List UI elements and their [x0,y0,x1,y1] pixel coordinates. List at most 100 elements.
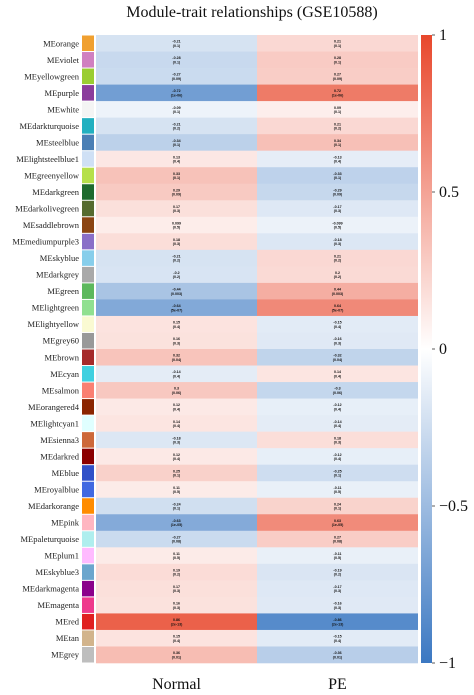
row-label: MEblue [52,468,80,478]
heatmap-cell-pe [257,382,418,399]
heatmap-cell-pe [257,233,418,251]
heatmap-row: MEsaddlebrown 0.099(0.5)-0.099(0.5) [23,216,418,234]
cell-pvalue-label: (0.08) [333,540,343,544]
row-label: MEdarkolivegreen [15,204,79,214]
cell-pvalue-label: (0.1) [334,176,342,180]
heatmap-cell-normal [96,481,257,499]
heatmap-cell-normal [96,315,257,333]
heatmap-cell-normal [96,167,257,185]
cell-correlation-label: 0.21 [334,122,341,126]
module-color-swatch [82,415,94,432]
heatmap-cell-pe [257,431,418,449]
heatmap-cell-normal [96,282,257,300]
cell-pvalue-label: (0.4) [173,424,181,428]
cell-correlation-label: 0.27 [334,73,341,77]
heatmap-row: MEwhite -0.09(0.1)0.09(0.1) [47,101,418,118]
heatmap-cell-pe [257,365,418,383]
cell-pvalue-label: (0.2) [334,126,342,130]
cell-pvalue-label: (0.5) [334,226,342,230]
cell-pvalue-label: (0.4) [334,325,342,329]
heatmap-row: MEgrey60 0.16(0.3)-0.16(0.3) [43,332,418,350]
row-label: MEgrey60 [43,336,79,346]
cell-correlation-label: -0.21 [172,40,180,44]
cell-pvalue-label: (0.3) [334,589,342,593]
heatmap-row: MEmagenta 0.16(0.3)-0.16(0.3) [37,596,418,614]
cell-pvalue-label: (2e-13) [332,622,344,626]
row-label: MEgrey [51,650,80,660]
heatmap-row: MElightsteelblue1 0.13(0.4)-0.13(0.4) [16,150,418,168]
cell-pvalue-label: (0.1) [173,110,181,114]
row-label: MEdarkgreen [32,187,79,197]
cell-correlation-label: -0.21 [172,255,180,259]
module-color-swatch [82,382,94,399]
cell-correlation-label: 0.12 [173,403,180,407]
cell-correlation-label: -0.18 [333,238,341,242]
cell-pvalue-label: (0.2) [173,259,181,263]
cell-pvalue-label: (0.4) [173,325,181,329]
module-color-swatch [82,283,94,299]
cell-correlation-label: 0.27 [334,535,341,539]
row-label: MEmediumpurple3 [12,237,79,247]
module-color-swatch [82,498,94,514]
row-label: MEviolet [47,55,80,65]
cell-correlation-label: -0.12 [333,403,341,407]
row-label: MElightyellow [28,319,80,329]
cell-correlation-label: -0.16 [333,337,341,341]
cell-correlation-label: -0.19 [333,569,341,573]
heatmap-cell-normal [96,629,257,647]
cell-correlation-label: 0.44 [334,288,341,292]
heatmap-cell-pe [257,134,418,151]
heatmap-cell-pe [257,150,418,168]
heatmap-cell-pe [257,332,418,350]
cell-correlation-label: -0.099 [332,221,342,225]
row-label: MEsienna3 [40,435,79,445]
heatmap-cell-normal [96,117,257,135]
cell-pvalue-label: (0.1) [173,176,181,180]
cell-correlation-label: 0.11 [173,486,180,490]
cell-correlation-label: 0.25 [173,469,180,473]
cell-pvalue-label: (0.3) [334,209,342,213]
row-label: MEdarkmagenta [22,584,79,594]
cell-correlation-label: 0.32 [173,354,180,358]
heatmap-cell-pe [257,481,418,499]
cell-correlation-label: 0.09 [334,106,341,110]
cell-pvalue-label: (0.01) [333,655,343,659]
cell-pvalue-label: (0.3) [173,341,181,345]
heatmap-cell-pe [257,613,418,631]
heatmap-cell-pe [257,315,418,333]
heatmap-cell-pe [257,101,418,118]
cell-correlation-label: 0.15 [173,635,180,639]
heatmap-cell-normal [96,563,257,581]
heatmap-cell-normal [96,464,257,482]
cell-correlation-label: 0.21 [334,255,341,259]
cell-correlation-label: 0.15 [173,321,180,325]
cell-pvalue-label: (0.3) [334,242,342,246]
heatmap-cell-pe [257,282,418,300]
heatmap-row: MEdarkmagenta 0.17(0.3)-0.17(0.3) [22,580,418,598]
heatmap-cell-pe [257,514,418,532]
heatmap-row: MEorangered4 0.12(0.4)-0.12(0.4) [28,398,418,416]
row-label: MEgreen [47,286,79,296]
module-color-swatch [82,531,94,547]
cell-pvalue-label: (0.5) [173,556,181,560]
cell-pvalue-label: (0.003) [332,292,344,296]
module-color-swatch [82,134,94,151]
heatmap-cell-pe [257,117,418,135]
cell-pvalue-label: (0.5) [173,490,181,494]
cell-correlation-label: -0.29 [333,188,341,192]
heatmap-row: MEorange -0.21(0.1)0.21(0.1) [43,35,418,52]
cell-correlation-label: -0.11 [334,552,342,556]
module-color-swatch [82,597,94,613]
heatmap-cell-pe [257,51,418,69]
cell-pvalue-label: (0.04) [172,358,182,362]
cell-pvalue-label: (0.1) [334,60,342,64]
module-color-swatch [82,613,94,630]
heatmap-cell-normal [96,415,257,432]
cell-pvalue-label: (0.1) [334,110,342,114]
row-label: MEtan [56,633,80,643]
heatmap-cell-pe [257,249,418,267]
heatmap-row: MEgreenyellow 0.33(0.1)-0.33(0.1) [24,167,418,185]
colorbar-gradient [421,35,432,663]
cell-pvalue-label: (0.4) [334,407,342,411]
